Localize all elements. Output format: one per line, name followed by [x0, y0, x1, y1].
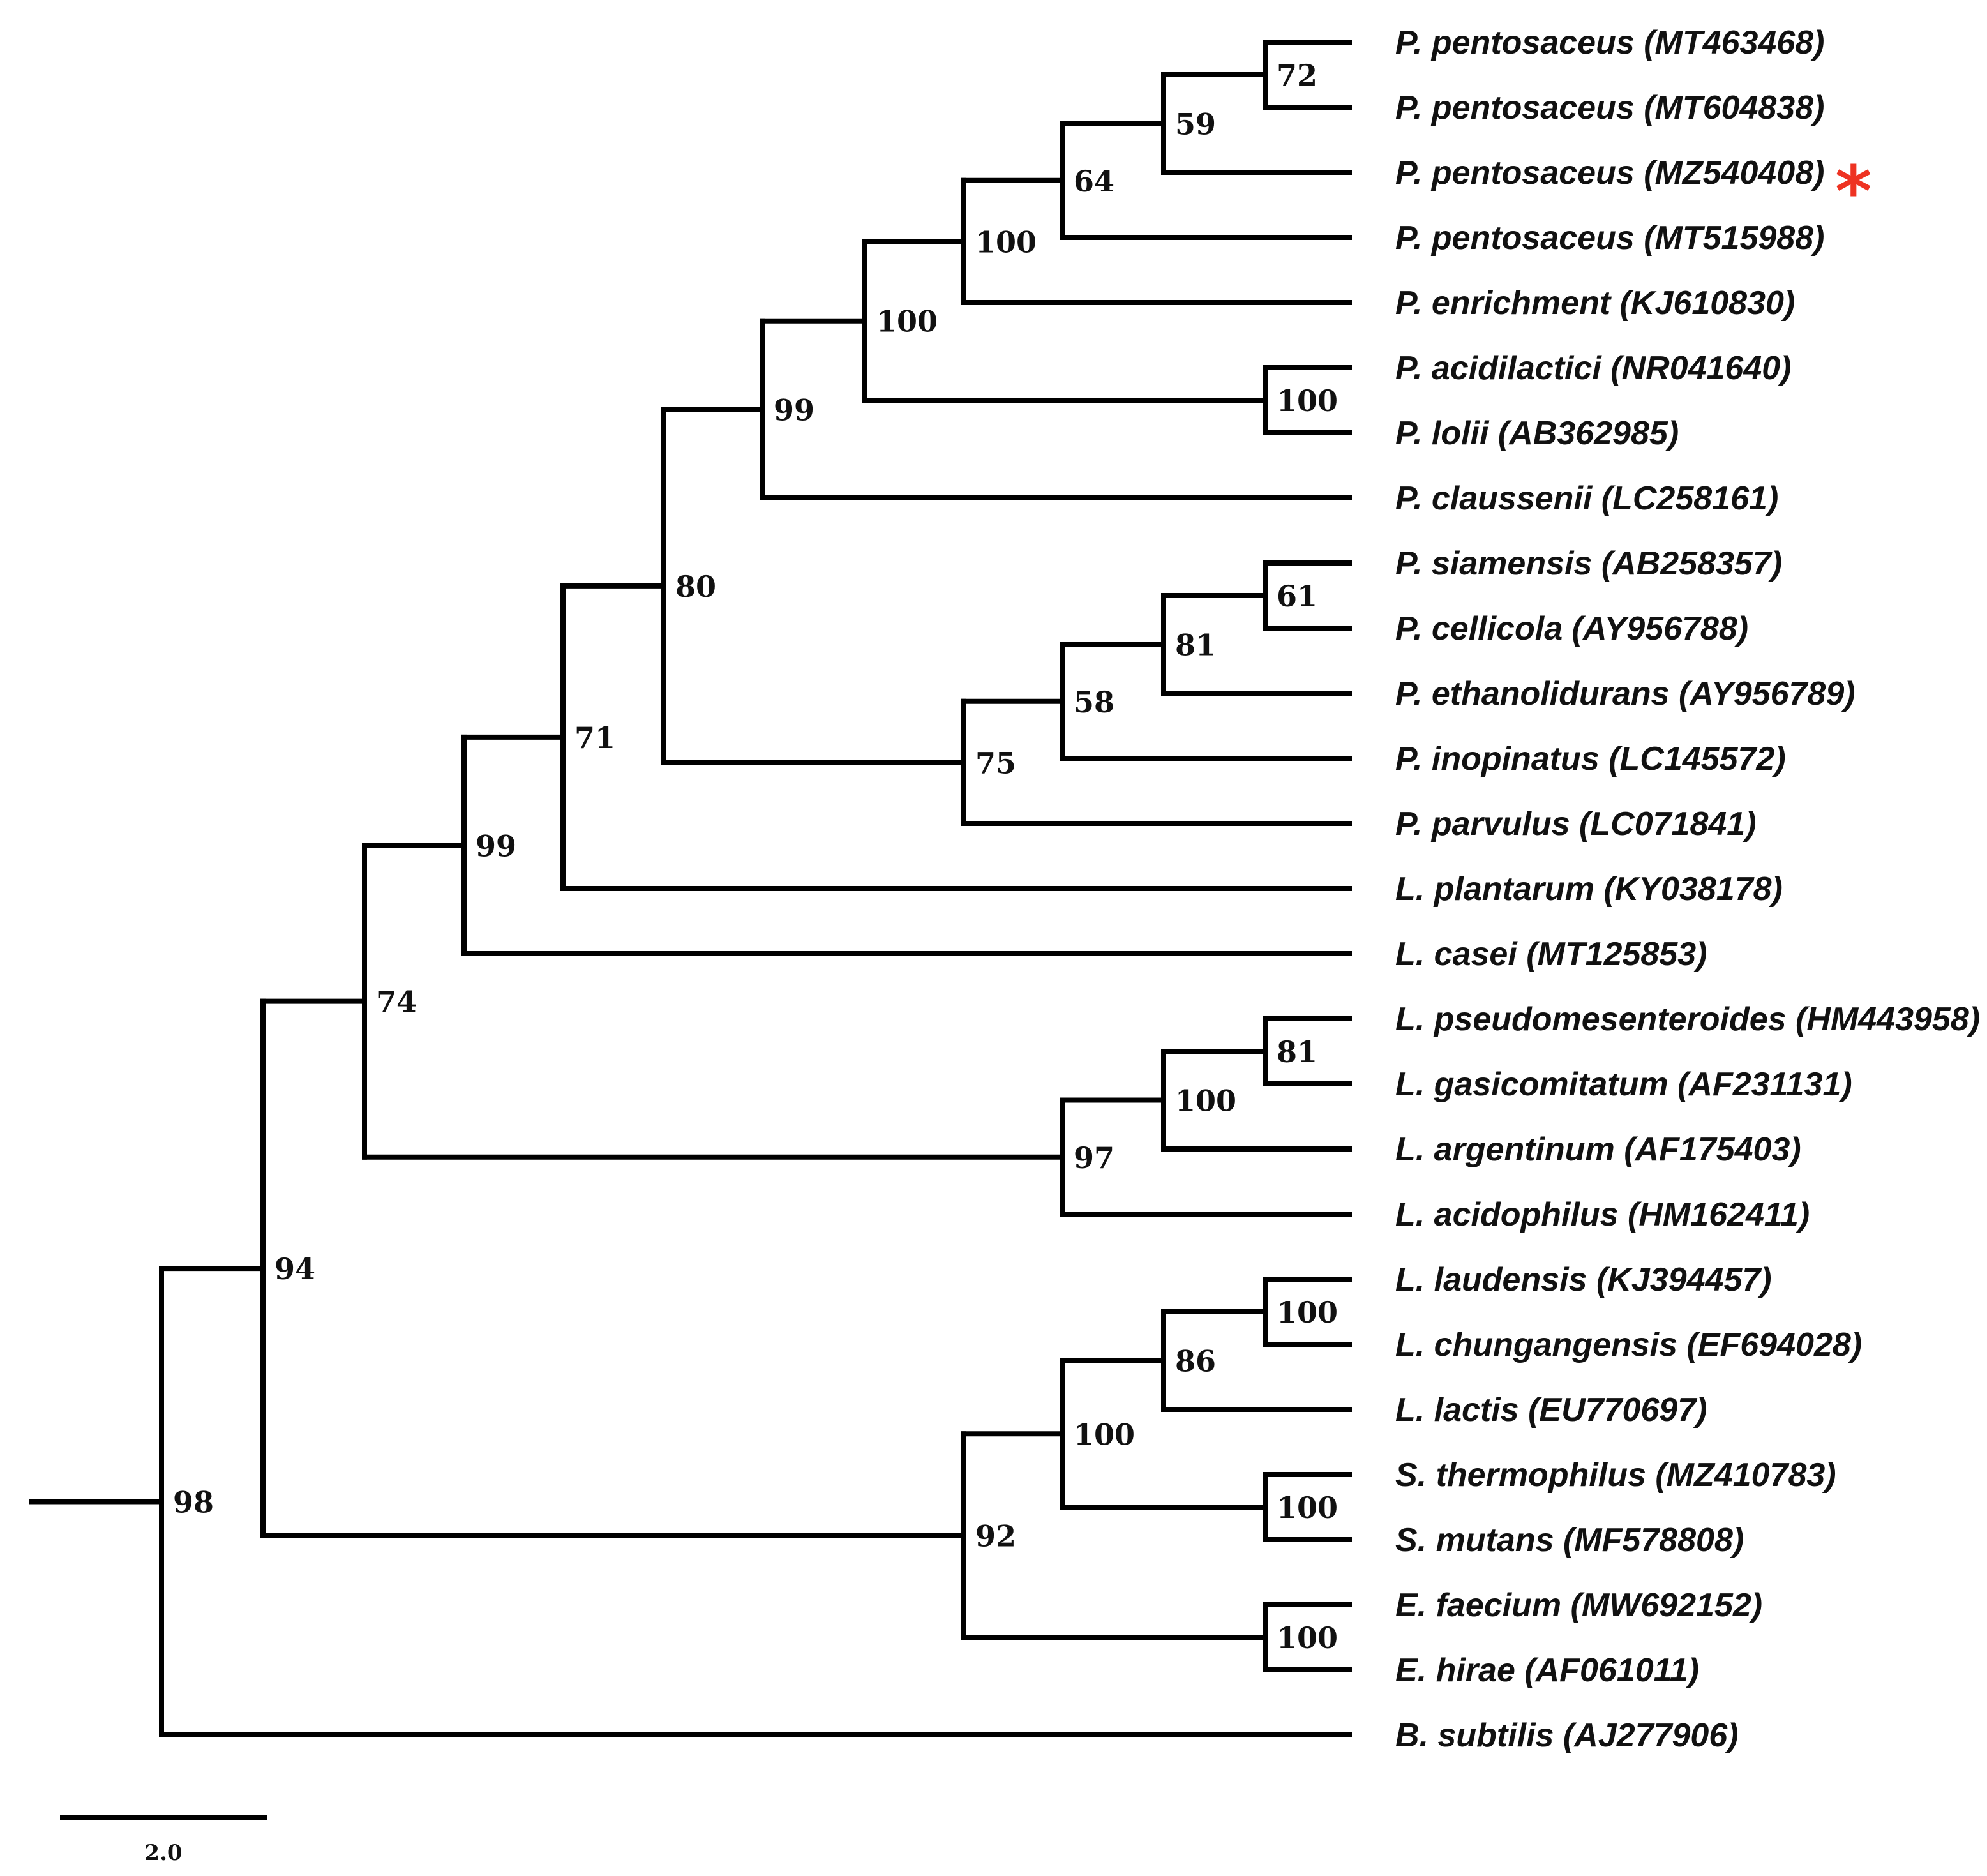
bootstrap-n75: 75 [975, 746, 1016, 780]
bootstrap-n100b: 100 [1277, 384, 1338, 418]
taxon-label: L. gasicomitatum (AF231131) [1395, 1066, 1852, 1103]
taxon-label: S. mutans (MF578808) [1395, 1522, 1744, 1559]
bootstrap-n61: 61 [1277, 579, 1317, 613]
taxon-label: E. hirae (AF061011) [1395, 1652, 1699, 1689]
taxon-label: P. pentosaceus (MZ540408) [1395, 154, 1824, 191]
taxon-label: L. chungangensis (EF694028) [1395, 1326, 1862, 1363]
bootstrap-n99b: 99 [476, 829, 516, 863]
bootstrap-n99a: 99 [774, 393, 814, 427]
taxon-label: L. casei (MT125853) [1395, 936, 1707, 973]
taxon-label: P. enrichment (KJ610830) [1395, 285, 1795, 322]
bootstrap-n59: 59 [1175, 107, 1216, 142]
bootstrap-n80: 80 [675, 569, 716, 604]
bootstrap-values: 72 59 64 100 100 100 99 61 81 58 75 80 71 99 81 100 97 74… [173, 58, 1338, 1655]
taxon-label: S. thermophilus (MZ410783) [1395, 1457, 1836, 1494]
taxon-label: P. lolii (AB362985) [1395, 415, 1679, 452]
bootstrap-n72a: 72 [1277, 58, 1317, 93]
bootstrap-n94: 94 [274, 1252, 315, 1286]
bootstrap-n100h: 100 [1277, 1621, 1338, 1655]
taxon-labels: P. pentosaceus (MT463468) P. pentosaceus … [1395, 24, 1980, 1754]
bootstrap-n81b: 81 [1277, 1035, 1317, 1069]
bootstrap-n100f: 100 [1277, 1490, 1338, 1525]
bootstrap-n71: 71 [574, 721, 615, 755]
bootstrap-n58: 58 [1074, 685, 1114, 719]
bootstrap-n100e: 100 [1277, 1295, 1338, 1330]
bootstrap-n100c: 100 [876, 304, 938, 339]
tree-branches [29, 40, 1352, 1737]
taxon-label: L. pseudomesenteroides (HM443958) [1395, 1001, 1980, 1038]
taxon-label: P. cellicola (AY956788) [1395, 610, 1748, 647]
taxon-label: P. acidilactici (NR041640) [1395, 350, 1792, 387]
taxon-label: L. argentinum (AF175403) [1395, 1131, 1801, 1168]
taxon-label: P. claussenii (LC258161) [1395, 480, 1778, 517]
taxon-label: P. siamensis (AB258357) [1395, 545, 1782, 582]
bootstrap-n100a: 100 [975, 225, 1037, 259]
taxon-label: P. ethanolidurans (AY956789) [1395, 675, 1856, 712]
taxon-label: L. lactis (EU770697) [1395, 1392, 1707, 1429]
bootstrap-n74: 74 [376, 985, 417, 1019]
scale-bar: 2.0 [60, 1815, 267, 1866]
taxon-label: L. plantarum (KY038178) [1395, 871, 1783, 908]
taxon-label: L. acidophilus (HM162411) [1395, 1196, 1810, 1233]
bootstrap-n97: 97 [1074, 1141, 1114, 1175]
taxon-label: P. pentosaceus (MT515988) [1395, 220, 1824, 257]
taxon-label: E. faecium (MW692152) [1395, 1587, 1762, 1624]
scale-bar-label: 2.0 [144, 1840, 182, 1866]
bootstrap-n64: 64 [1074, 164, 1114, 199]
taxon-label: P. pentosaceus (MT463468) [1395, 24, 1824, 61]
bootstrap-n100g: 100 [1074, 1417, 1135, 1452]
taxon-label: P. pentosaceus (MT604838) [1395, 89, 1824, 126]
bootstrap-n98: 98 [173, 1485, 214, 1520]
taxon-label: P. parvulus (LC071841) [1395, 806, 1757, 843]
taxon-label: B. subtilis (AJ277906) [1395, 1717, 1739, 1754]
bootstrap-n86: 86 [1175, 1344, 1216, 1379]
taxon-label: P. inopinatus (LC145572) [1395, 740, 1786, 777]
bootstrap-n81a: 81 [1175, 628, 1216, 663]
taxon-label: L. laudensis (KJ394457) [1395, 1261, 1772, 1298]
bootstrap-n100d: 100 [1175, 1084, 1236, 1118]
highlight-asterisk-icon: * [1835, 151, 1872, 232]
bootstrap-n92: 92 [975, 1519, 1016, 1554]
